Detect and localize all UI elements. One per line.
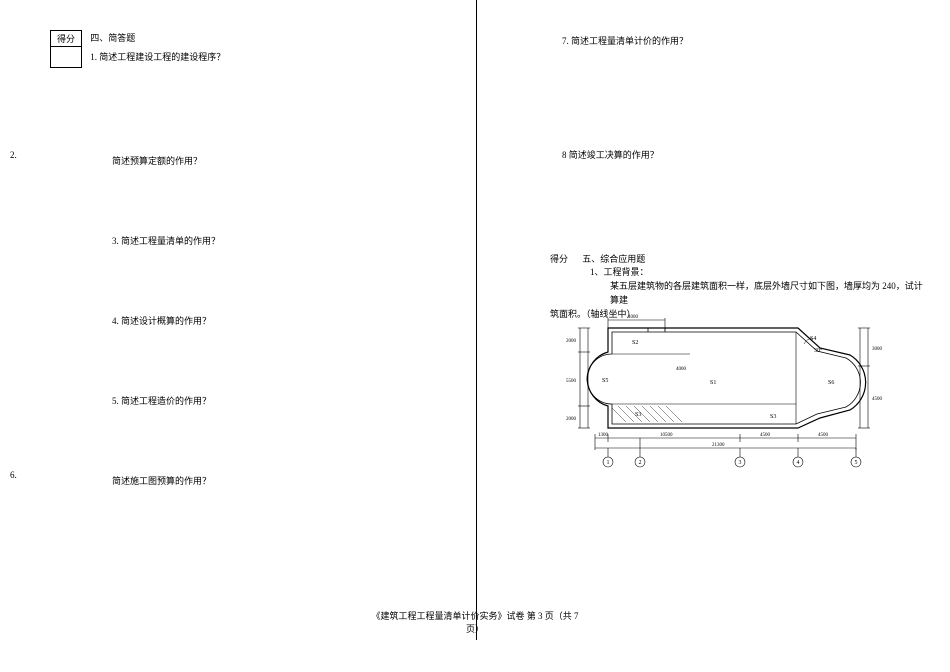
section-five-heading: 五、综合应用题 [582, 254, 645, 264]
column-divider [476, 0, 477, 640]
dim-r1: 3000 [872, 347, 883, 352]
dim-b3: 4500 [760, 433, 771, 438]
label-angle: 30° [814, 347, 823, 354]
question-2-num: 2. [10, 150, 17, 160]
dim-top: 4000 [628, 315, 639, 320]
label-s5: S5 [602, 378, 608, 384]
label-s4: S4 [810, 336, 816, 342]
question-7: 7. 简述工程量清单计价的作用？ [562, 34, 930, 48]
bg-line-1: 某五层建筑物的各层建筑面积一样，底层外墙尺寸如下图，墙厚均为 240，试计算建 [610, 279, 930, 307]
question-4: 4. 简述设计概算的作用？ [112, 314, 211, 328]
question-6: 简述施工图预算的作用？ [112, 474, 211, 488]
dim-l3: 2000 [566, 417, 577, 422]
bg-title: 1、工程背景： [590, 265, 930, 279]
grid-2: 2 [639, 460, 642, 466]
dim-interior: 4000 [676, 367, 687, 372]
label-s3: S3 [635, 412, 641, 418]
label-s6: S6 [828, 380, 834, 386]
page-footer: 《建筑工程工程量清单计价实务》试卷 第 3 页（共 7 页） [0, 610, 950, 636]
label-s3b: S3 [770, 414, 776, 420]
question-8: 8 简述竣工决算的作用？ [562, 148, 930, 162]
dim-r2: 4500 [872, 397, 883, 402]
footer-line-2: 页） [0, 623, 950, 636]
score-blank [51, 47, 81, 67]
question-2: 简述预算定额的作用？ [112, 154, 202, 168]
dim-l1: 2000 [566, 339, 577, 344]
dim-b4: 4500 [818, 433, 829, 438]
score-label: 得分 [51, 31, 81, 47]
footer-line-1: 《建筑工程工程量清单计价实务》试卷 第 3 页（共 7 [0, 610, 950, 623]
grid-4: 4 [797, 460, 800, 466]
section-four-heading: 四、简答题 [90, 30, 225, 46]
question-6-num: 6. [10, 470, 17, 480]
score-label-right: 得分 [550, 254, 568, 264]
grid-5: 5 [855, 460, 858, 466]
question-5: 5. 简述工程造价的作用？ [112, 394, 211, 408]
dim-b2: 10500 [660, 433, 673, 438]
score-box-left: 得分 [50, 30, 82, 68]
page: 得分 四、简答题 1. 简述工程建设工程的建设程序？ 2. 简述预算定额的作用？… [0, 0, 950, 672]
floor-plan-diagram: S1 S2 S3 S3 S4 S5 S6 30° 4000 4000 1300 … [560, 310, 890, 475]
label-s2: S2 [632, 340, 638, 346]
grid-1: 1 [607, 460, 610, 466]
question-3: 3. 简述工程量清单的作用？ [112, 234, 220, 248]
dim-b1: 1300 [598, 433, 609, 438]
question-1: 1. 简述工程建设工程的建设程序？ [90, 50, 225, 64]
label-s1: S1 [710, 380, 716, 386]
grid-3: 3 [739, 460, 742, 466]
floor-plan-svg: S1 S2 S3 S3 S4 S5 S6 30° 4000 4000 1300 … [560, 310, 890, 475]
section-four-title: 四、简答题 1. 简述工程建设工程的建设程序？ [90, 30, 225, 64]
left-column: 得分 四、简答题 1. 简述工程建设工程的建设程序？ 2. 简述预算定额的作用？… [50, 30, 460, 590]
dim-l2: 5500 [566, 379, 577, 384]
dim-total: 21300 [712, 443, 725, 448]
